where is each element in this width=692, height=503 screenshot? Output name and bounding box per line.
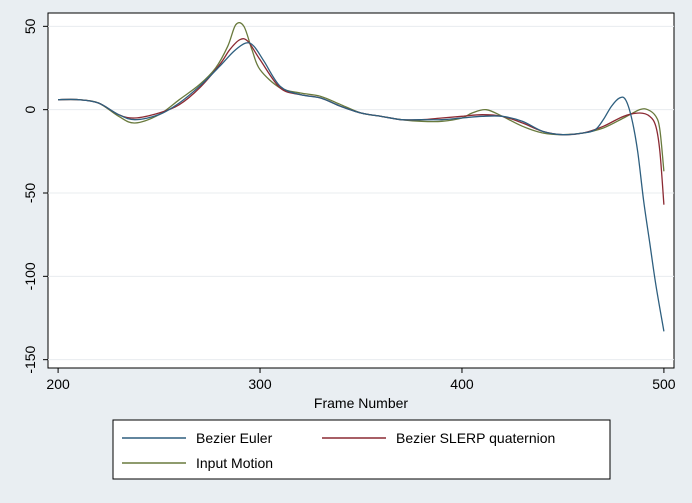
y-tick-label: -100: [22, 262, 38, 290]
legend: Bezier Euler Bezier SLERP quaternion Input…: [112, 419, 611, 480]
y-tick-label: -150: [22, 345, 38, 373]
y-tick-label: 0: [22, 106, 38, 114]
x-axis: 200 300 400 500: [46, 368, 676, 392]
series-line-bezier-euler: [58, 42, 665, 332]
legend-box: [112, 419, 611, 480]
y-axis: 50 0 -50 -100 -150: [22, 18, 48, 374]
y-tick-label: -50: [22, 183, 38, 203]
legend-label-bezier-slerp-quaternion: Bezier SLERP quaternion: [396, 430, 555, 446]
x-tick-label: 400: [450, 376, 474, 392]
x-tick-label: 500: [652, 376, 676, 392]
x-tick-label: 200: [46, 376, 70, 392]
plot-frame: [47, 12, 675, 369]
series-lines: [58, 21, 665, 332]
legend-label-input-motion: Input Motion: [196, 455, 273, 471]
y-tick-label: 50: [22, 18, 38, 34]
legend-label-bezier-euler: Bezier Euler: [196, 430, 273, 446]
x-axis-title: Frame Number: [314, 395, 408, 411]
x-tick-label: 300: [248, 376, 272, 392]
grid-lines: [48, 25, 674, 361]
